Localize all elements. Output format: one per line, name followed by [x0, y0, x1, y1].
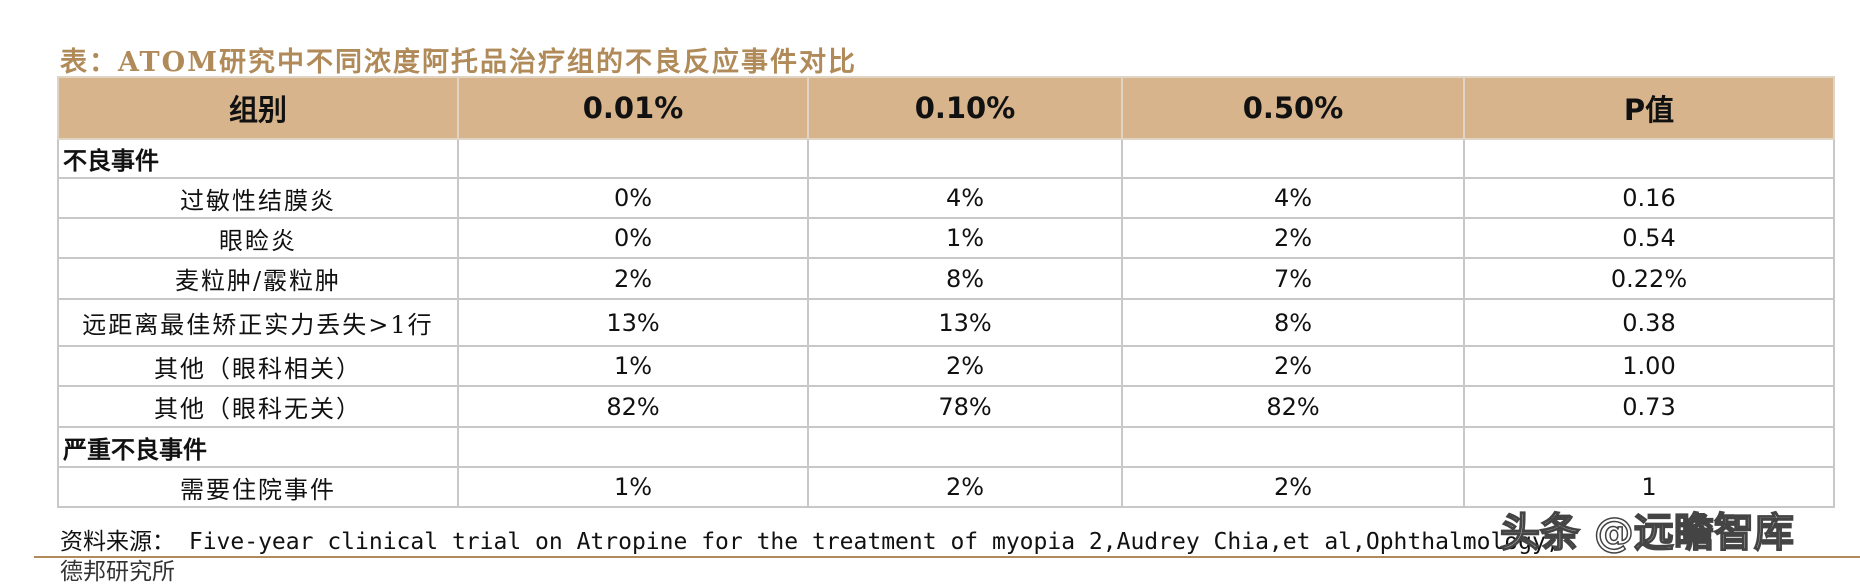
cell: 78%	[807, 385, 1123, 428]
section-cell: 严重不良事件	[57, 426, 459, 468]
cell: 0.73	[1463, 385, 1835, 428]
cell: 13%	[457, 298, 809, 347]
cell: 其他（眼科无关）	[57, 385, 459, 428]
header-cell: 0.50%	[1121, 76, 1465, 140]
row: 麦粒肿/霰粒肿 2% 8% 7% 0.22%	[57, 257, 1835, 300]
table: 组别 0.01% 0.10% 0.50% P值 不良事件 过敏性结膜炎 0% 4% 4% 0.16 眼…	[57, 76, 1835, 508]
cell: 0%	[457, 177, 809, 219]
cell: 0%	[457, 217, 809, 259]
row: 眼睑炎 0% 1% 2% 0.54	[57, 217, 1835, 259]
page: 表：ATOM研究中不同浓度阿托品治疗组的不良反应事件对比 组别 0.01% 0.10…	[34, 47, 1860, 585]
cell: 1%	[807, 217, 1123, 259]
cell: 1	[1463, 466, 1835, 508]
empty-cell	[457, 426, 809, 468]
cell: 2%	[807, 466, 1123, 508]
cell: 眼睑炎	[57, 217, 459, 259]
empty-cell	[1463, 426, 1835, 468]
cell: 7%	[1121, 257, 1465, 300]
row: 需要住院事件 1% 2% 2% 1	[57, 466, 1835, 508]
header-cell: 组别	[57, 76, 459, 140]
row: 过敏性结膜炎 0% 4% 4% 0.16	[57, 177, 1835, 219]
empty-cell	[807, 426, 1123, 468]
cell: 过敏性结膜炎	[57, 177, 459, 219]
empty-cell	[1121, 138, 1465, 179]
cell: 82%	[1121, 385, 1465, 428]
cell: 远距离最佳矫正实力丢失>1行	[57, 298, 459, 347]
source: 资料来源： Five-year clinical trial on Atropi…	[60, 529, 1560, 555]
cell: 82%	[457, 385, 809, 428]
row: 远距离最佳矫正实力丢失>1行 13% 13% 8% 0.38	[57, 298, 1835, 347]
cell: 8%	[1121, 298, 1465, 347]
cell: 0.16	[1463, 177, 1835, 219]
section-cell: 不良事件	[57, 138, 459, 179]
cell: 2%	[1121, 466, 1465, 508]
empty-cell	[457, 138, 809, 179]
empty-cell	[807, 138, 1123, 179]
cell: 2%	[1121, 217, 1465, 259]
cell: 4%	[1121, 177, 1465, 219]
row: 其他（眼科相关） 1% 2% 2% 1.00	[57, 345, 1835, 387]
cell: 4%	[807, 177, 1123, 219]
cell: 需要住院事件	[57, 466, 459, 508]
section-row: 不良事件	[57, 138, 1835, 179]
section-row: 严重不良事件	[57, 426, 1835, 468]
cell: 麦粒肿/霰粒肿	[57, 257, 459, 300]
empty-cell	[1121, 426, 1465, 468]
empty-cell	[1463, 138, 1835, 179]
title: 表：ATOM研究中不同浓度阿托品治疗组的不良反应事件对比	[60, 47, 857, 78]
cell: 1%	[457, 466, 809, 508]
cell: 0.38	[1463, 298, 1835, 347]
cell: 1.00	[1463, 345, 1835, 387]
header-cell: 0.01%	[457, 76, 809, 140]
header-cell: P值	[1463, 76, 1835, 140]
cell: 其他（眼科相关）	[57, 345, 459, 387]
cell: 1%	[457, 345, 809, 387]
cell: 2%	[807, 345, 1123, 387]
watermark: 头条 @远瞻智库	[1499, 509, 1794, 557]
cell: 2%	[1121, 345, 1465, 387]
rule	[34, 556, 1860, 558]
header-cell: 0.10%	[807, 76, 1123, 140]
cell: 0.54	[1463, 217, 1835, 259]
cell: 2%	[457, 257, 809, 300]
cell: 8%	[807, 257, 1123, 300]
header-row: 组别 0.01% 0.10% 0.50% P值	[57, 76, 1835, 140]
cell: 13%	[807, 298, 1123, 347]
cell: 0.22%	[1463, 257, 1835, 300]
row: 其他（眼科无关） 82% 78% 82% 0.73	[57, 385, 1835, 428]
